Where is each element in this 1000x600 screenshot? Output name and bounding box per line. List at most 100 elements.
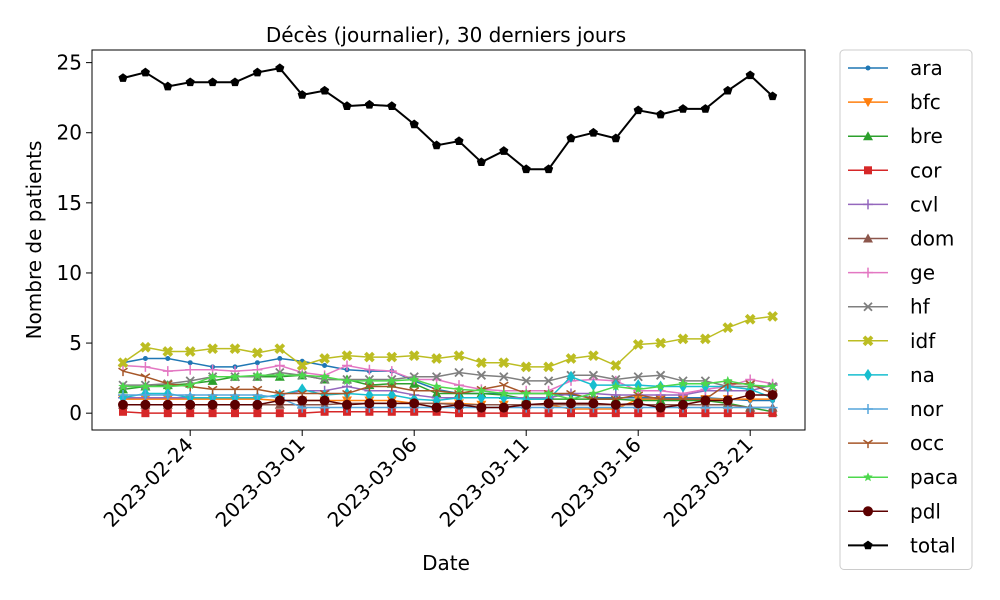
- data-point-pdl: [252, 399, 263, 410]
- data-point-total: [230, 77, 240, 87]
- data-point-paca: [118, 381, 128, 391]
- legend-item-occ: occ: [848, 431, 944, 455]
- data-point-nor: [140, 389, 151, 400]
- y-tick-label: 10: [57, 261, 82, 285]
- y-tick-label: 5: [69, 331, 82, 355]
- series-line-total: [122, 67, 774, 171]
- legend-marker-total: [863, 540, 873, 550]
- plot-area: 0 5 10 15 20 25 2023-02-24 2023-03-01 2023-03-06…: [57, 51, 778, 532]
- data-point-nor: [162, 389, 173, 400]
- data-point-idf: [184, 346, 196, 357]
- y-tick-label: 15: [57, 191, 82, 215]
- data-point-total: [163, 81, 173, 91]
- data-point-pdl: [767, 389, 778, 400]
- legend-marker-pdl: [863, 506, 873, 517]
- data-point-pdl: [700, 395, 711, 406]
- data-point-pdl: [140, 399, 151, 410]
- data-point-total: [252, 67, 262, 77]
- data-point-cor: [119, 407, 127, 416]
- data-point-total: [633, 105, 643, 115]
- series-line-paca: [123, 374, 773, 400]
- data-point-paca: [185, 380, 195, 390]
- data-point-idf: [610, 360, 622, 371]
- data-point-total: [611, 133, 621, 143]
- series-line-idf: [122, 315, 773, 368]
- data-point-hf: [499, 372, 509, 382]
- data-point-cor: [634, 409, 643, 418]
- legend-item-ara: ara: [848, 56, 943, 80]
- data-point-paca: [454, 384, 464, 394]
- data-point-occ: [207, 385, 218, 395]
- data-point-cor: [253, 409, 262, 418]
- data-point-idf: [655, 337, 666, 349]
- data-point-paca: [431, 381, 442, 391]
- legend-marker-occ: [863, 439, 873, 449]
- data-point-bre: [118, 384, 128, 394]
- legend-label-nor: nor: [910, 397, 944, 421]
- data-point-paca: [655, 381, 666, 391]
- data-point-pdl: [386, 398, 397, 409]
- data-point-occ: [140, 373, 151, 382]
- x-tick-label: 2023-02-24: [99, 433, 198, 532]
- legend-marker-na: [864, 368, 872, 381]
- data-point-paca: [723, 375, 733, 385]
- data-point-paca: [767, 381, 778, 391]
- legend-box: [839, 49, 973, 570]
- data-point-ara: [142, 355, 148, 361]
- data-point-cor: [589, 409, 598, 418]
- data-point-bre: [207, 375, 218, 385]
- data-point-hf: [543, 376, 554, 386]
- legend-item-cor: cor: [848, 158, 942, 182]
- data-point-idf: [476, 357, 487, 369]
- data-point-idf: [565, 353, 577, 364]
- x-axis-title: Date: [422, 551, 470, 575]
- data-point-paca: [140, 381, 151, 391]
- legend-item-na: na: [848, 363, 935, 387]
- legend-item-idf: idf: [848, 329, 936, 353]
- data-point-idf: [117, 357, 129, 369]
- data-point-total: [588, 127, 598, 137]
- data-point-ge: [364, 364, 375, 375]
- data-point-cor: [656, 409, 665, 418]
- data-point-paca: [521, 388, 531, 398]
- data-point-ge: [185, 364, 196, 375]
- data-point-total: [364, 99, 374, 109]
- data-point-idf: [252, 347, 263, 359]
- legend-label-bfc: bfc: [910, 90, 941, 114]
- data-point-idf: [296, 360, 308, 371]
- data-point-total: [387, 101, 397, 110]
- data-point-pdl: [185, 399, 196, 410]
- data-point-pdl: [454, 399, 464, 410]
- data-point-pdl: [498, 402, 509, 413]
- legend-label-idf: idf: [910, 329, 936, 353]
- data-point-pdl: [342, 399, 352, 410]
- plot-frame: [91, 49, 806, 431]
- data-point-cor: [768, 409, 777, 418]
- legend-marker-ge: [863, 267, 873, 278]
- data-point-idf: [341, 350, 353, 362]
- legend-item-ge: ge: [848, 261, 935, 285]
- data-point-pdl: [364, 398, 375, 409]
- data-point-pdl: [162, 399, 173, 410]
- data-point-cor: [231, 409, 239, 418]
- data-point-ara: [277, 355, 283, 361]
- legend-marker-dom: [863, 233, 873, 243]
- data-point-total: [208, 77, 218, 87]
- data-point-hf: [521, 376, 531, 386]
- y-tick-label: 0: [69, 401, 82, 425]
- data-point-paca: [342, 375, 352, 385]
- data-point-ge: [274, 360, 285, 371]
- data-point-pdl: [610, 399, 621, 410]
- series-total: [118, 63, 778, 174]
- data-point-cor: [208, 409, 217, 418]
- data-point-idf: [364, 351, 375, 363]
- data-point-total: [275, 63, 285, 73]
- data-point-pdl: [543, 398, 554, 409]
- data-point-na: [567, 370, 575, 383]
- data-point-cor: [746, 409, 755, 418]
- data-point-paca: [611, 381, 621, 391]
- data-point-total: [140, 67, 150, 77]
- legend-marker-ara: [865, 65, 871, 71]
- data-point-cor: [477, 409, 486, 418]
- x-tick-label: 2023-03-06: [323, 433, 422, 532]
